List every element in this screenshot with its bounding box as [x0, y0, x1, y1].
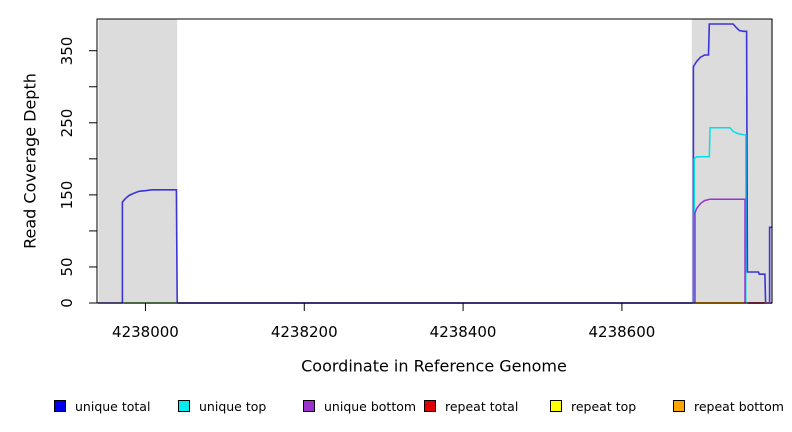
- x-tick-label-4238400: 4238400: [429, 323, 497, 341]
- shaded-repeat-region-left: [98, 19, 178, 303]
- legend-label-repeat-total: repeat total: [445, 398, 519, 414]
- legend-item-unique-top: unique top: [178, 397, 266, 415]
- series-line-unique-total: [97, 23, 772, 304]
- legend-swatch-unique-top-icon: [178, 400, 190, 412]
- series-line-unique-bottom: [694, 198, 746, 303]
- y-tick-label-250: 250: [58, 108, 76, 138]
- y-axis-title: Read Coverage Depth: [20, 73, 40, 249]
- y-tick-label-50: 50: [58, 257, 76, 277]
- legend-swatch-unique-bottom-icon: [303, 400, 315, 412]
- x-tick-label-4238200: 4238200: [270, 323, 338, 341]
- x-axis-title: Coordinate in Reference Genome: [301, 356, 567, 376]
- legend-swatch-repeat-total-icon: [424, 400, 436, 412]
- legend-label-repeat-bottom: repeat bottom: [694, 398, 784, 414]
- legend-label-unique-bottom: unique bottom: [324, 398, 417, 414]
- legend-label-unique-total: unique total: [75, 398, 151, 414]
- x-tick-label-4238000: 4238000: [112, 323, 179, 341]
- legend-swatch-unique-total-icon: [54, 400, 66, 412]
- legend-swatch-repeat-top-icon: [550, 400, 562, 412]
- legend-label-unique-top: unique top: [199, 398, 267, 414]
- shaded-repeat-region-right: [691, 19, 773, 303]
- legend-item-repeat-total: repeat total: [424, 397, 518, 415]
- legend-item-unique-total: unique total: [54, 397, 150, 415]
- legend-item-repeat-top: repeat top: [550, 397, 636, 415]
- legend-item-repeat-bottom: repeat bottom: [673, 397, 784, 415]
- plot-border: [96, 18, 773, 304]
- legend-swatch-repeat-bottom-icon: [673, 400, 685, 412]
- legend-label-repeat-top: repeat top: [571, 398, 637, 414]
- y-tick-label-350: 350: [58, 36, 76, 66]
- y-tick-label-150: 150: [58, 180, 76, 210]
- y-tick-label-0: 0: [58, 298, 76, 308]
- legend-item-unique-bottom: unique bottom: [303, 397, 416, 415]
- x-tick-label-4238600: 4238600: [588, 323, 656, 341]
- series-line-unique-top: [693, 127, 747, 303]
